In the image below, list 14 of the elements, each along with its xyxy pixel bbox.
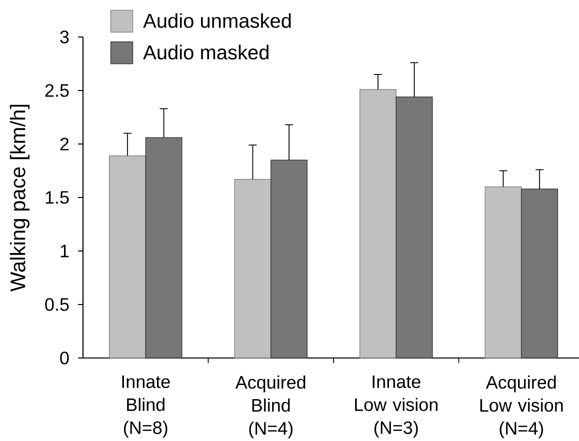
x-tick-label: Innate Blind (N=8)	[122, 376, 170, 438]
y-tick-label: 1.5	[46, 191, 69, 204]
x-tick-label: Acquired Low vision (N=4)	[480, 376, 563, 438]
x-tick-label: Acquired Blind (N=4)	[235, 376, 306, 438]
x-tick-label: Innate Low vision (N=3)	[355, 376, 438, 438]
legend-label: Audio masked	[143, 44, 268, 60]
y-tick-label: 1	[60, 244, 69, 258]
y-tick-label: 3	[60, 30, 69, 44]
y-tick-label: 0.5	[45, 298, 69, 311]
y-axis-title: Walking pace [km/h]	[10, 104, 30, 292]
legend-label: Audio unmasked	[143, 13, 291, 28]
y-tick-label: 0	[60, 352, 69, 364]
y-tick-label: 2	[60, 138, 69, 150]
y-tick-label: 2.5	[45, 84, 69, 97]
